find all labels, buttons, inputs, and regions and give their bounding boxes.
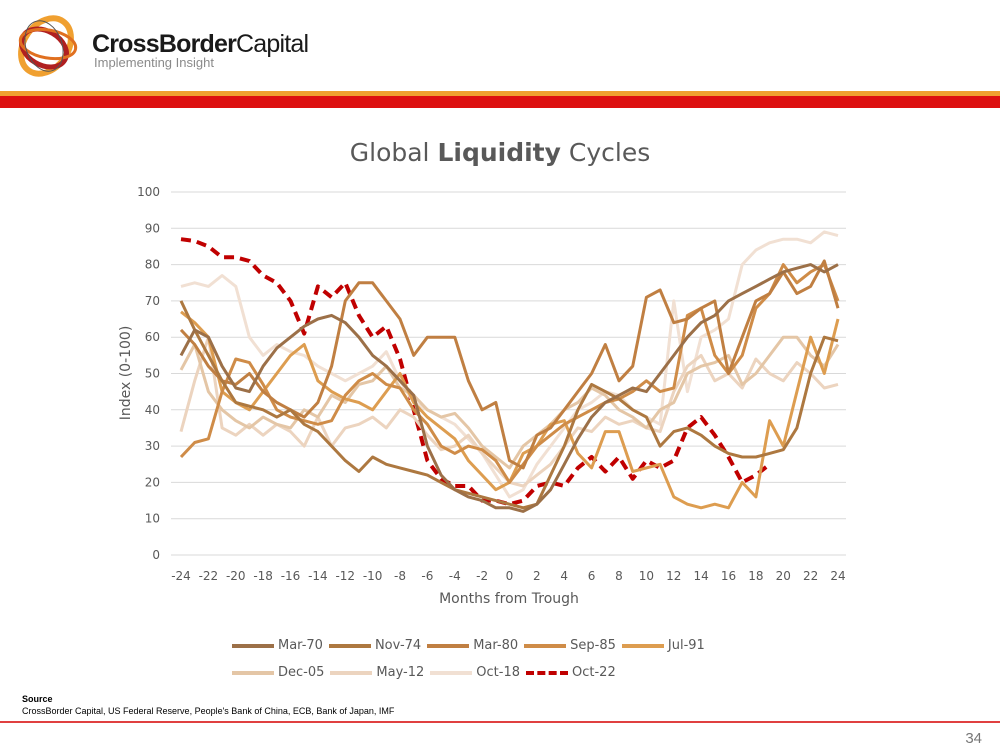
header-red-bar	[0, 96, 1000, 108]
legend-label: Jul-91	[667, 638, 705, 653]
tagline: Implementing Insight	[94, 55, 214, 70]
legend-item: Dec-05	[232, 665, 324, 680]
x-tick-label: -20	[226, 569, 246, 583]
legend-swatch	[328, 643, 371, 648]
y-tick-label: 10	[145, 512, 160, 526]
source-heading: Source	[22, 694, 53, 704]
legend-swatch	[232, 670, 274, 675]
x-tick-label: 22	[803, 569, 818, 583]
legend-item: Jul-91	[621, 638, 705, 653]
brand-regular: Capital	[236, 30, 309, 58]
x-tick-label: -8	[394, 569, 406, 583]
source-text: CrossBorder Capital, US Federal Reserve,…	[22, 706, 395, 716]
legend-label: Mar-80	[473, 638, 519, 653]
x-tick-label: 10	[639, 569, 654, 583]
legend-item: Mar-80	[427, 638, 518, 653]
y-tick-label: 50	[145, 367, 160, 381]
y-tick-label: 100	[137, 185, 160, 199]
footer-divider	[0, 721, 1000, 723]
x-tick-label: 6	[588, 569, 596, 583]
legend-swatch	[621, 643, 664, 648]
series-line-oct-18	[180, 230, 839, 499]
x-tick-label: 14	[693, 569, 708, 583]
x-tick-label: 24	[830, 569, 845, 583]
x-tick-label: 0	[506, 569, 514, 583]
legend-item: May-12	[330, 665, 424, 680]
x-tick-label: -6	[421, 569, 433, 583]
x-tick-label: 8	[615, 569, 623, 583]
legend-swatch	[430, 670, 473, 675]
crossborder-logo-icon	[18, 15, 78, 77]
y-tick-label: 60	[145, 330, 160, 344]
x-tick-label: -4	[449, 569, 461, 583]
legend-item: Nov-74	[328, 638, 422, 653]
series-line-mar-70	[179, 263, 839, 513]
legend-label: Nov-74	[374, 638, 422, 653]
x-tick-label: -22	[199, 569, 219, 583]
brand-bold: CrossBorder	[92, 30, 237, 58]
legend-label: Dec-05	[278, 665, 325, 680]
x-tick-label: -12	[335, 569, 355, 583]
legend-label: Oct-22	[572, 665, 616, 680]
page-number: 34	[965, 730, 982, 747]
y-axis-label: Index (0-100)	[118, 326, 134, 421]
legend-swatch	[427, 643, 470, 648]
x-tick-label: 2	[533, 569, 541, 583]
x-tick-label: 18	[748, 569, 763, 583]
x-tick-label: -2	[476, 569, 488, 583]
legend-swatch	[526, 670, 568, 675]
series-line-mar-80	[179, 259, 840, 470]
y-tick-label: 70	[145, 294, 160, 308]
legend-item: Oct-18	[430, 665, 520, 680]
x-tick-label: -14	[308, 569, 328, 583]
legend-label: Oct-18	[476, 665, 520, 680]
legend-label: May-12	[376, 665, 425, 680]
legend-label: Mar-70	[278, 638, 323, 653]
series-line-nov-74	[179, 300, 839, 510]
title-part-bold: Liquidity	[437, 138, 561, 167]
legend-item: Mar-70	[232, 638, 323, 653]
y-tick-label: 90	[145, 221, 160, 235]
legend-swatch	[232, 643, 274, 648]
x-tick-label: 20	[776, 569, 791, 583]
x-axis-label: Months from Trough	[439, 591, 579, 607]
legend-swatch	[524, 643, 567, 648]
header-orange-bar	[0, 91, 1000, 96]
title-part-3: Cycles	[568, 138, 651, 167]
legend: Mar-70 Nov-74 Mar-80 Sep-85 Jul-91 Dec-05 May…	[232, 632, 792, 686]
series-line-oct-22	[180, 237, 771, 507]
y-tick-label: 40	[145, 403, 160, 417]
series-line-dec-05	[179, 335, 840, 470]
x-tick-label: -24	[171, 569, 191, 583]
chart-title: Global Liquidity Cycles	[0, 138, 1000, 167]
title-part-1: Global	[349, 138, 430, 167]
x-tick-label: 16	[721, 569, 736, 583]
y-tick-label: 0	[152, 548, 160, 562]
source-note: Source CrossBorder Capital, US Federal R…	[22, 693, 394, 717]
y-tick-label: 20	[145, 475, 160, 489]
legend-label: Sep-85	[570, 638, 616, 653]
x-tick-label: -16	[281, 569, 301, 583]
y-tick-label: 80	[145, 258, 160, 272]
legend-swatch	[330, 670, 373, 675]
x-tick-label: 12	[666, 569, 681, 583]
legend-item: Oct-22	[526, 665, 616, 680]
x-tick-label: -18	[253, 569, 273, 583]
x-tick-label: -10	[363, 569, 383, 583]
y-tick-label: 30	[145, 439, 160, 453]
x-tick-label: 4	[560, 569, 568, 583]
legend-item: Sep-85	[524, 638, 616, 653]
brand-name: CrossBorderCapital	[92, 30, 309, 59]
